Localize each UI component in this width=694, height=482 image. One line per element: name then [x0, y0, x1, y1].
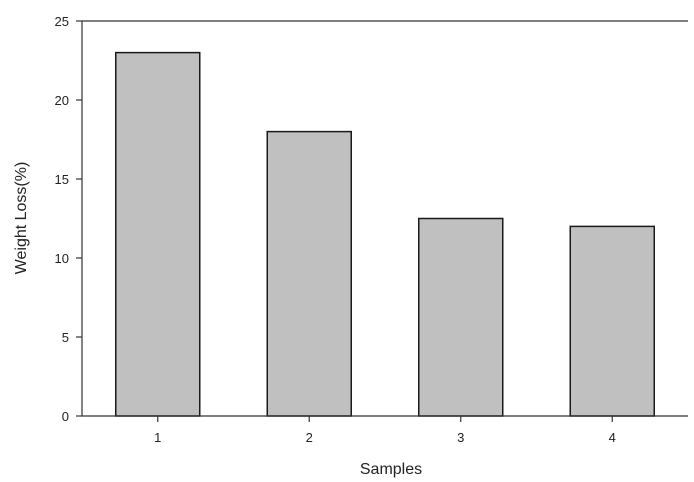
y-tick-label: 25 — [55, 14, 69, 29]
axes-layer — [81, 20, 688, 417]
y-tick-label: 15 — [55, 172, 69, 187]
bars-layer — [115, 51, 655, 417]
y-tick-label: 0 — [62, 409, 69, 424]
x-tick-label: 2 — [306, 430, 313, 445]
y-axis-label: Weight Loss(%) — [13, 162, 30, 275]
y-tick-label: 20 — [55, 93, 69, 108]
x-axis-label: Samples — [360, 461, 422, 478]
x-tick-label: 3 — [457, 430, 464, 445]
bar-3 — [418, 217, 504, 417]
bar-4 — [569, 225, 655, 417]
y-tick-label: 10 — [55, 251, 69, 266]
x-tick-label: 1 — [154, 430, 161, 445]
ticks-layer: 0 5 10 15 20 25 1 2 3 4 — [55, 14, 616, 445]
bar-2 — [266, 130, 352, 417]
y-tick-label: 5 — [62, 330, 69, 345]
x-tick-label: 4 — [609, 430, 616, 445]
bar-1 — [115, 51, 201, 417]
